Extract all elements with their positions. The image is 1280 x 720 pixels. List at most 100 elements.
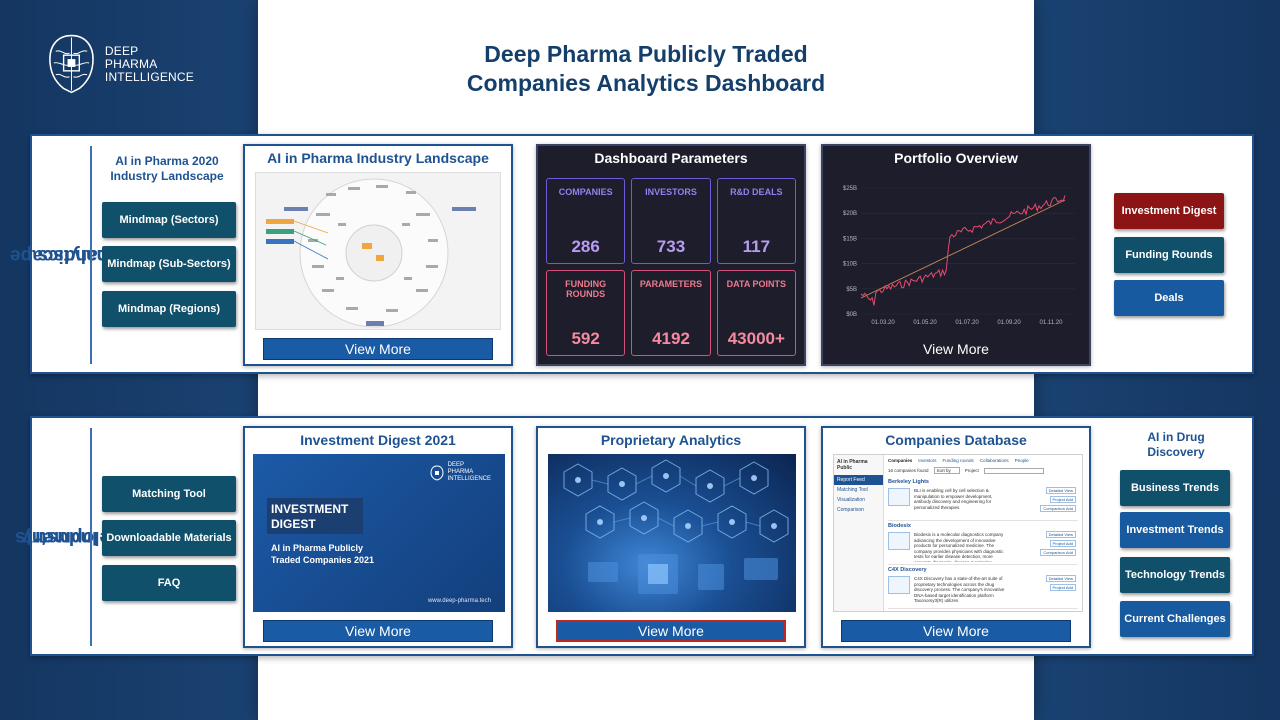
- db-company-name[interactable]: C4X Discovery: [888, 567, 927, 573]
- digest-view-more-button[interactable]: View More: [263, 620, 493, 642]
- mindmap-regions-button[interactable]: Mindmap (Regions): [102, 291, 236, 327]
- db-sort-select[interactable]: Sort by: [933, 467, 960, 474]
- parameter-grid: COMPANIES 286 INVESTORS 733 R&D DEALS 117 FUND…: [546, 178, 796, 356]
- parameter-label: DATA POINTS: [726, 279, 786, 289]
- heading-line: Industry Landscape: [110, 169, 224, 183]
- logo-line: DEEP: [104, 43, 139, 58]
- analytics-view-more-button[interactable]: View More: [556, 620, 786, 642]
- db-tab[interactable]: Funding rounds: [942, 458, 974, 463]
- db-tab[interactable]: Companies: [888, 458, 913, 463]
- db-action-button[interactable]: Comparison Add: [1040, 505, 1076, 512]
- db-sidebar-header: AI in Pharma Public: [837, 459, 868, 471]
- business-trends-button[interactable]: Business Trends: [1120, 470, 1230, 506]
- db-company-actions: Detailed View Project Add Comparison Add: [1040, 487, 1076, 512]
- db-company-description: Biodesix is a molecular diagnostics comp…: [914, 532, 1004, 562]
- db-project-label: Project: [964, 468, 979, 473]
- database-view-more-button[interactable]: View More: [841, 620, 1071, 642]
- db-action-button[interactable]: Comparison Add: [1040, 549, 1076, 556]
- db-action-button[interactable]: Project Add: [1049, 584, 1076, 591]
- band-divider: [90, 428, 92, 646]
- card-title: Portfolio Overview: [894, 150, 1018, 166]
- db-company-logo: [888, 576, 910, 594]
- db-sidebar-item[interactable]: Visualization: [837, 497, 865, 503]
- deals-button[interactable]: Deals: [1114, 280, 1224, 316]
- db-action-button[interactable]: Detailed View: [1045, 531, 1076, 538]
- logo-line: PHARMA: [104, 56, 158, 71]
- funding-rounds-button[interactable]: Funding Rounds: [1114, 237, 1224, 273]
- parameter-tile: R&D DEALS 117: [716, 178, 796, 264]
- mindmap-sub-sectors-button[interactable]: Mindmap (Sub-Sectors): [102, 246, 236, 282]
- band-divider: [90, 146, 92, 364]
- portfolio-view-more-button[interactable]: View More: [841, 338, 1071, 360]
- portfolio-chart: $25B $20B $15B $10B $5B $0B 01.03.20 01.05.20 01…: [843, 186, 1075, 326]
- landscape-view-more-button[interactable]: View More: [263, 338, 493, 360]
- mindmap-sectors-button[interactable]: Mindmap (Sectors): [102, 202, 236, 238]
- downloadable-materials-button[interactable]: Downloadable Materials: [102, 520, 236, 556]
- db-found-count: 16 companies found: [888, 468, 929, 473]
- db-company-row[interactable]: Biodesix Biodesix is a molecular diagnost…: [888, 521, 1078, 565]
- investment-digest-card[interactable]: Investment Digest 2021 DEEP PHARMA INTEL…: [243, 426, 513, 648]
- parameter-tile: INVESTORS 733: [631, 178, 711, 264]
- db-sidebar: AI in Pharma Public Report Feed Matching…: [834, 455, 884, 611]
- landscape-analytics-band: Landscape Analytics AI in Pharma 2020 In…: [10, 134, 1254, 374]
- cover-title: INVESTMENT DIGEST: [267, 498, 363, 534]
- technology-trends-button[interactable]: Technology Trends: [1120, 557, 1230, 593]
- portfolio-overview-card[interactable]: Portfolio Overview $25B $20B $15B $10B $5B $0…: [821, 144, 1091, 366]
- current-challenges-button[interactable]: Current Challenges: [1120, 601, 1230, 637]
- db-company-actions: Detailed View Project Add: [1045, 575, 1076, 591]
- card-title: Investment Digest 2021: [300, 432, 456, 448]
- landscape-mindmap-thumbnail: [255, 172, 501, 330]
- heading-line: AI in Drug: [1147, 430, 1205, 444]
- db-sidebar-item[interactable]: Matching Tool: [837, 487, 868, 493]
- y-tick-label: $0B: [846, 312, 857, 318]
- db-toolbar: 16 companies found Sort by Project: [888, 467, 1078, 474]
- cover-logo-text: DEEP PHARMA INTELLIGENCE: [448, 462, 491, 483]
- db-company-name[interactable]: Berkeley Lights: [888, 479, 929, 485]
- cover-logo-line: INTELLIGENCE: [447, 476, 491, 482]
- industry-landscape-card[interactable]: AI in Pharma Industry Landscape: [243, 144, 513, 366]
- card-title: Proprietary Analytics: [600, 432, 742, 448]
- db-company-row[interactable]: Berkeley Lights BLI is enabling cell by c…: [888, 477, 1078, 521]
- cover-subtitle: AI in Pharma Publicly Traded Companies 2…: [271, 542, 374, 566]
- card-title: Companies Database: [885, 432, 1027, 448]
- page-title: Deep Pharma Publicly Traded Companies An…: [258, 40, 1034, 98]
- analytics-hexagon-image: [548, 454, 796, 612]
- dashboard-parameters-card: Dashboard Parameters COMPANIES 286 INVESTO…: [536, 144, 806, 366]
- db-tab[interactable]: Collaborations: [979, 458, 1009, 463]
- parameter-tile: COMPANIES 286: [546, 178, 626, 264]
- x-tick-label: 01.05.20: [913, 320, 937, 326]
- db-sidebar-item[interactable]: Comparison: [837, 507, 864, 513]
- db-company-description: C4X Discovery has a state-of-the-art sui…: [914, 576, 1005, 603]
- db-tab[interactable]: Investors: [918, 458, 937, 463]
- db-tab[interactable]: People: [1014, 458, 1029, 463]
- db-company-name[interactable]: Biodesix: [888, 523, 911, 529]
- db-project-select[interactable]: [983, 467, 1044, 474]
- x-tick-label: 01.07.20: [955, 320, 979, 326]
- y-tick-label: $15B: [843, 236, 857, 242]
- parameter-label: FUNDING ROUNDS: [565, 279, 607, 299]
- db-tabs: Companies Investors Funding rounds Colla…: [888, 458, 1078, 463]
- db-sidebar-item[interactable]: Report Feed: [834, 475, 883, 485]
- ai-drug-discovery-heading: AI in Drug Discovery: [1116, 430, 1236, 460]
- deep-pharma-logo[interactable]: DEEP PHARMA INTELLIGENCE: [44, 30, 194, 98]
- db-company-row[interactable]: C4X Discovery C4X Discovery has a state-o…: [888, 565, 1078, 609]
- proprietary-analytics-card[interactable]: Proprietary Analytics: [536, 426, 806, 648]
- faq-button[interactable]: FAQ: [102, 565, 236, 601]
- x-tick-label: 01.03.20: [871, 320, 895, 326]
- db-action-button[interactable]: Project Add: [1049, 496, 1076, 503]
- x-tick-label: 01.11.20: [1040, 320, 1064, 326]
- x-tick-label: 01.09.20: [997, 320, 1021, 326]
- parameter-tile: PARAMETERS 4192: [631, 270, 711, 356]
- card-title: Dashboard Parameters: [594, 150, 748, 166]
- trend-line: [860, 199, 1066, 299]
- industry-landscape-heading: AI in Pharma 2020 Industry Landscape: [102, 154, 232, 184]
- matching-tool-button[interactable]: Matching Tool: [102, 476, 236, 512]
- db-action-button[interactable]: Detailed View: [1045, 487, 1076, 494]
- parameter-value: 286: [571, 237, 600, 256]
- db-action-button[interactable]: Project Add: [1049, 540, 1076, 547]
- investment-digest-button[interactable]: Investment Digest: [1114, 193, 1224, 229]
- db-action-button[interactable]: Detailed View: [1045, 575, 1076, 582]
- investment-trends-button[interactable]: Investment Trends: [1120, 512, 1230, 548]
- companies-database-card[interactable]: Companies Database AI in Pharma Public R…: [821, 426, 1091, 648]
- cover-subtitle-line: AI in Pharma Publicly: [271, 543, 364, 553]
